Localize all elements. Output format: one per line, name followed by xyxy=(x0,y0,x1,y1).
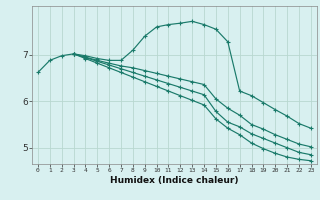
X-axis label: Humidex (Indice chaleur): Humidex (Indice chaleur) xyxy=(110,176,239,185)
